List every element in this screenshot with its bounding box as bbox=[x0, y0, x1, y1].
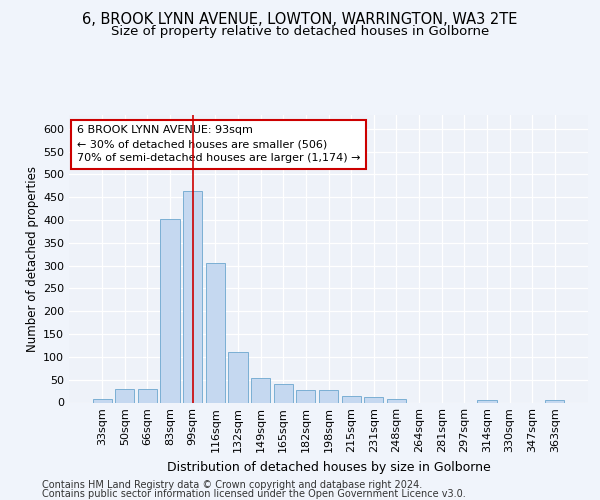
Bar bbox=[387, 400, 406, 402]
Bar bbox=[115, 389, 134, 402]
Bar bbox=[251, 378, 270, 402]
Bar bbox=[183, 191, 202, 402]
Text: 6 BROOK LYNN AVENUE: 93sqm
← 30% of detached houses are smaller (506)
70% of sem: 6 BROOK LYNN AVENUE: 93sqm ← 30% of deta… bbox=[77, 125, 360, 163]
Bar bbox=[319, 390, 338, 402]
X-axis label: Distribution of detached houses by size in Golborne: Distribution of detached houses by size … bbox=[167, 461, 490, 474]
Bar bbox=[364, 397, 383, 402]
Text: Contains HM Land Registry data © Crown copyright and database right 2024.: Contains HM Land Registry data © Crown c… bbox=[42, 480, 422, 490]
Bar bbox=[296, 390, 316, 402]
Bar bbox=[138, 389, 157, 402]
Text: Contains public sector information licensed under the Open Government Licence v3: Contains public sector information licen… bbox=[42, 489, 466, 499]
Y-axis label: Number of detached properties: Number of detached properties bbox=[26, 166, 39, 352]
Bar bbox=[341, 396, 361, 402]
Bar bbox=[274, 384, 293, 402]
Bar bbox=[206, 264, 225, 402]
Bar bbox=[92, 400, 112, 402]
Bar bbox=[477, 400, 497, 402]
Bar bbox=[545, 400, 565, 402]
Bar bbox=[229, 352, 248, 403]
Bar bbox=[160, 218, 180, 402]
Text: 6, BROOK LYNN AVENUE, LOWTON, WARRINGTON, WA3 2TE: 6, BROOK LYNN AVENUE, LOWTON, WARRINGTON… bbox=[82, 12, 518, 28]
Text: Size of property relative to detached houses in Golborne: Size of property relative to detached ho… bbox=[111, 25, 489, 38]
